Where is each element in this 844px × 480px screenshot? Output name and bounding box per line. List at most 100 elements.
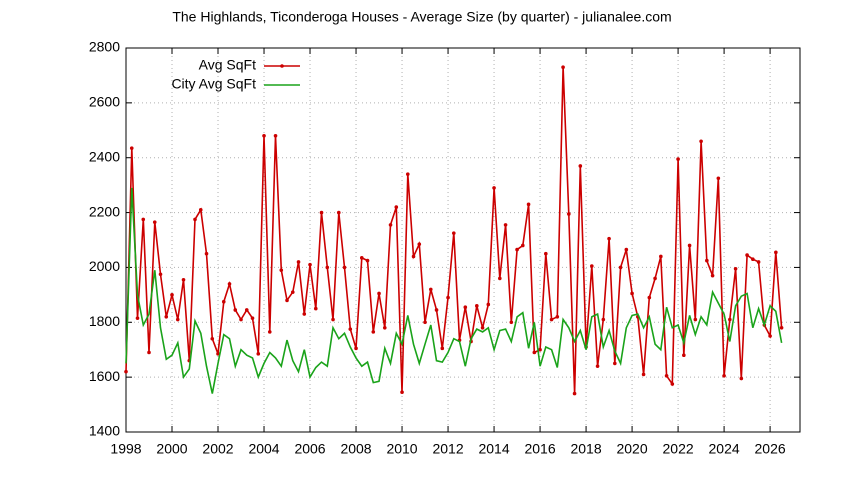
y-tick-label: 2000 (89, 258, 120, 274)
data-point (377, 291, 381, 296)
data-point (285, 298, 289, 303)
data-point (147, 350, 151, 355)
data-point (342, 265, 347, 270)
data-point (267, 330, 272, 334)
data-point (451, 231, 456, 235)
y-tick-label: 2200 (89, 203, 120, 219)
data-point (463, 305, 468, 310)
data-point (400, 390, 404, 395)
data-point (613, 361, 617, 366)
data-point (371, 330, 376, 334)
y-tick-label: 1800 (89, 313, 120, 329)
data-point (124, 369, 128, 374)
x-tick-label: 2000 (156, 441, 187, 457)
data-point (549, 317, 554, 322)
data-point (210, 336, 215, 341)
y-tick-label: 2600 (89, 94, 120, 110)
data-point (239, 317, 243, 322)
data-point (774, 250, 778, 255)
data-point (676, 157, 680, 161)
data-point (233, 308, 238, 312)
data-point (693, 317, 698, 322)
data-point (417, 242, 422, 246)
data-point (273, 133, 278, 138)
data-point (664, 373, 669, 378)
x-tick-label: 2014 (478, 441, 509, 457)
data-point (503, 223, 508, 227)
data-point (687, 243, 692, 248)
y-tick-label: 2800 (89, 39, 120, 55)
data-point (227, 282, 232, 286)
data-point (331, 317, 335, 322)
data-point (509, 320, 514, 325)
data-point (728, 317, 732, 322)
data-point (590, 264, 594, 268)
data-point (164, 315, 169, 319)
data-point (319, 210, 324, 215)
data-point (423, 320, 427, 325)
data-point (745, 253, 749, 257)
series-line (125, 187, 783, 394)
data-point (428, 287, 433, 292)
data-point (544, 251, 548, 256)
data-point (630, 291, 634, 296)
data-point (682, 353, 686, 358)
chart-title: The Highlands, Ticonderoga Houses - Aver… (172, 9, 671, 25)
data-point (446, 295, 450, 300)
data-point (618, 265, 623, 270)
data-point (733, 267, 738, 271)
data-point (262, 133, 266, 138)
data-point (365, 258, 370, 263)
data-point (595, 364, 600, 368)
x-tick-label: 2018 (570, 441, 601, 457)
data-point (659, 254, 663, 259)
data-point (756, 260, 761, 264)
x-tick-label: 2026 (755, 441, 786, 457)
data-point (670, 382, 675, 386)
data-point (526, 202, 531, 207)
y-tick-label: 1600 (89, 368, 120, 384)
legend-label: Avg SqFt (199, 57, 256, 73)
y-tick-label: 1400 (89, 423, 120, 439)
data-point (181, 277, 186, 282)
x-tick-label: 1998 (110, 441, 141, 457)
x-tick-label: 2008 (340, 441, 371, 457)
data-point (204, 251, 209, 256)
x-tick-label: 2004 (248, 441, 279, 457)
data-point (198, 208, 203, 212)
data-point (555, 315, 560, 319)
data-point (141, 217, 146, 222)
data-point (152, 220, 157, 224)
data-point (308, 262, 312, 267)
data-point (705, 258, 709, 263)
data-point (561, 65, 565, 69)
x-tick-label: 2012 (432, 441, 463, 457)
data-point (411, 254, 416, 259)
data-point (779, 325, 784, 330)
data-point (302, 312, 307, 316)
data-point (250, 316, 255, 320)
data-point (135, 316, 140, 320)
x-tick-label: 2020 (616, 441, 647, 457)
data-point (739, 376, 744, 381)
data-point (653, 276, 657, 281)
x-tick-label: 2002 (202, 441, 233, 457)
data-point (699, 139, 703, 144)
data-point (394, 205, 399, 209)
data-point (532, 350, 537, 355)
data-point (290, 290, 295, 294)
data-point (768, 334, 772, 338)
y-tick-label: 2400 (89, 148, 120, 164)
data-point (578, 164, 583, 168)
data-point (256, 352, 261, 356)
data-point (336, 210, 341, 215)
plot-frame (125, 47, 801, 433)
data-point (538, 347, 542, 352)
data-point (158, 272, 163, 277)
data-point (354, 346, 358, 351)
data-point (521, 243, 525, 248)
data-point (710, 273, 715, 278)
data-point (515, 247, 519, 252)
data-point (279, 268, 284, 272)
